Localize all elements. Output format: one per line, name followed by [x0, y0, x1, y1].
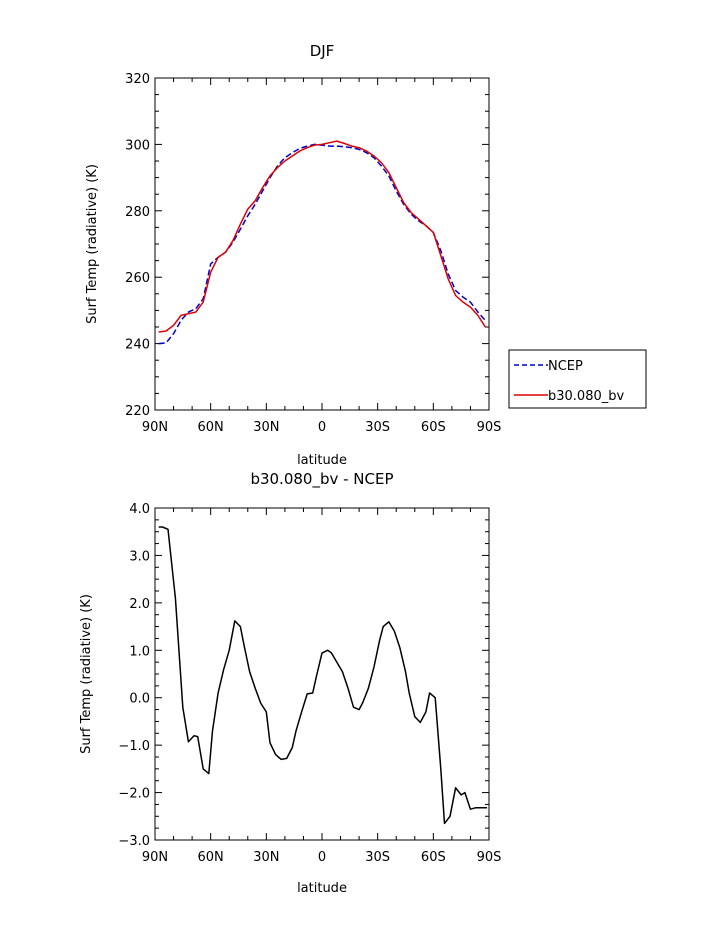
chart-bottom-ytick-label: −3.0: [118, 834, 150, 849]
chart-bottom-title: b30.080_bv - NCEP: [250, 470, 393, 489]
chart-bottom-x-tick-labels: 90N 60N 30N 0 30S 60S 90S: [142, 850, 502, 865]
chart-bottom-series: [158, 526, 488, 825]
chart-top-ytick-label: 240: [125, 338, 150, 353]
chart-top-ytick-label: 220: [125, 404, 150, 419]
chart-top-ytick-label: 320: [125, 72, 150, 87]
chart-top-legend: NCEP b30.080_bv: [508, 349, 647, 409]
chart-top-xlabel: latitude: [297, 453, 347, 468]
chart-top-xtick-label: 60N: [198, 420, 224, 435]
legend-label-b30: b30.080_bv: [548, 389, 624, 404]
chart-bottom-y-tick-labels: −3.0 −2.0 −1.0 0.0 1.0 2.0 3.0 4.0: [118, 502, 150, 849]
chart-top-x-tick-labels: 90N 60N 30N 0 30S 60S 90S: [142, 420, 502, 435]
chart-bottom-xtick-label: 60N: [198, 850, 224, 865]
chart-bottom-ytick-label: −2.0: [118, 787, 150, 802]
chart-top-xtick-label: 90N: [142, 420, 168, 435]
chart-bottom-ticks: [154, 507, 490, 841]
legend-box: [508, 349, 647, 409]
chart-top-xtick-label: 30N: [253, 420, 279, 435]
chart-top-series-line-b30-080-bv: [158, 140, 486, 333]
chart-bottom-xtick-label: 0: [318, 850, 326, 865]
chart-top-ytick-label: 300: [125, 138, 150, 153]
chart-bottom: b30.080_bv - NCEP −3.0 −2.0 −1.0 0.0 1.0 2.0 3…: [79, 470, 501, 896]
chart-bottom-ytick-label: 0.0: [129, 692, 150, 707]
chart-top-xtick-label: 30S: [365, 420, 390, 435]
chart-top-title: DJF: [310, 42, 335, 60]
chart-bottom-ytick-label: 3.0: [129, 549, 150, 564]
chart-top-xtick-label: 90S: [477, 420, 502, 435]
chart-bottom-xtick-label: 90S: [477, 850, 502, 865]
chart-bottom-ytick-label: 4.0: [129, 502, 150, 517]
chart-top-series: [158, 140, 486, 345]
chart-bottom-xlabel: latitude: [297, 881, 347, 896]
chart-bottom-xtick-label: 60S: [421, 850, 446, 865]
chart-top-xtick-label: 0: [318, 420, 326, 435]
chart-bottom-xtick-label: 30S: [365, 850, 390, 865]
chart-top-y-tick-labels: 220 240 260 280 300 320: [125, 72, 150, 419]
chart-bottom-ytick-label: −1.0: [118, 739, 150, 754]
chart-bottom-xtick-label: 90N: [142, 850, 168, 865]
chart-top-ticks: [154, 77, 490, 411]
chart-bottom-ylabel: Surf Temp (radiative) (K): [79, 594, 94, 754]
chart-top-ytick-label: 280: [125, 205, 150, 220]
chart-top-ytick-label: 260: [125, 271, 150, 286]
chart-top-xtick-label: 60S: [421, 420, 446, 435]
chart-bottom-ytick-label: 2.0: [129, 597, 150, 612]
chart-bottom-series-line-0: [158, 526, 488, 825]
chart-bottom-ytick-label: 1.0: [129, 644, 150, 659]
chart-top-frame: [154, 77, 490, 411]
chart-bottom-frame: [154, 507, 490, 841]
chart-bottom-xtick-label: 30N: [253, 850, 279, 865]
legend-label-ncep: NCEP: [548, 359, 583, 374]
chart-top-ylabel: Surf Temp (radiative) (K): [85, 164, 100, 324]
